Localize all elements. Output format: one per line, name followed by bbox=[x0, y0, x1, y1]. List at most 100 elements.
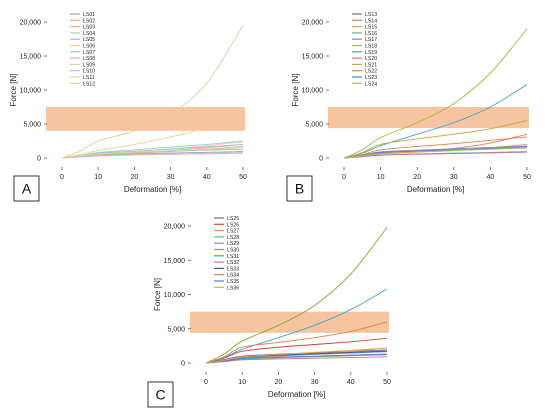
y-tick-label: 5,000 bbox=[305, 122, 323, 129]
y-tick-label: 10,000 bbox=[20, 88, 42, 95]
legend-label: LS03 bbox=[83, 25, 95, 31]
x-axis-title: Deformation [%] bbox=[124, 185, 181, 194]
x-tick-label: 40 bbox=[347, 379, 355, 386]
legend-label: LS17 bbox=[365, 37, 377, 43]
y-axis-title: Force [N] bbox=[9, 74, 18, 107]
legend-label: LS04 bbox=[83, 31, 95, 37]
panel-label: C bbox=[155, 387, 165, 403]
legend-label: LS06 bbox=[83, 44, 95, 50]
legend-label: LS20 bbox=[365, 56, 377, 62]
y-tick-label: 20,000 bbox=[302, 20, 324, 27]
x-tick-label: 50 bbox=[239, 174, 247, 181]
series-line-ls20 bbox=[343, 151, 528, 159]
force-band bbox=[190, 311, 389, 333]
legend-label: LS19 bbox=[365, 50, 377, 56]
legend-label: LS10 bbox=[83, 69, 95, 75]
legend-label: LS12 bbox=[83, 81, 95, 87]
legend-label: LS01 bbox=[83, 12, 95, 18]
legend-label: LS14 bbox=[365, 18, 377, 24]
panel-label-box bbox=[147, 381, 174, 408]
legend-label: LS23 bbox=[365, 75, 377, 81]
series-line-ls31 bbox=[205, 288, 388, 364]
x-tick-label: 20 bbox=[413, 174, 421, 181]
legend-label: LS32 bbox=[227, 260, 239, 266]
series-line-ls18 bbox=[343, 28, 528, 159]
legend-label: LS13 bbox=[365, 12, 377, 18]
x-tick-label: 20 bbox=[131, 174, 139, 181]
legend-label: LS35 bbox=[227, 279, 239, 285]
x-tick-label: 50 bbox=[523, 174, 531, 181]
legend-label: LS36 bbox=[227, 285, 239, 291]
y-tick-label: 5,000 bbox=[23, 122, 41, 129]
x-tick-label: 50 bbox=[383, 379, 391, 386]
x-tick-label: 10 bbox=[238, 379, 246, 386]
legend-label: LS08 bbox=[83, 56, 95, 62]
x-tick-label: 10 bbox=[377, 174, 385, 181]
series-line-ls36 bbox=[205, 347, 388, 364]
chart-panel-c: 0 5,000 10,000 15,000 20,000 0 10 20 30 40 50 Defor… bbox=[147, 216, 391, 408]
series-line-ls30 bbox=[205, 227, 388, 364]
y-tick-label: 0 bbox=[181, 361, 185, 368]
y-tick-label: 10,000 bbox=[302, 88, 324, 95]
legend-label: LS11 bbox=[83, 75, 95, 81]
x-tick-label: 40 bbox=[487, 174, 495, 181]
x-tick-label: 20 bbox=[275, 379, 283, 386]
series-line-ls09 bbox=[61, 25, 244, 159]
legend-label: LS22 bbox=[365, 69, 377, 75]
legend-label: LS31 bbox=[227, 254, 239, 260]
legend-label: LS33 bbox=[227, 266, 239, 272]
y-tick-label: 20,000 bbox=[164, 224, 186, 231]
series-line-ls22 bbox=[343, 136, 528, 159]
x-axis-title: Deformation [%] bbox=[268, 390, 325, 399]
force-band bbox=[46, 107, 245, 131]
x-tick-label: 30 bbox=[167, 174, 175, 181]
y-tick-label: 10,000 bbox=[164, 292, 186, 299]
x-tick-label: 0 bbox=[204, 379, 208, 386]
series-line-ls26 bbox=[205, 337, 388, 364]
y-tick-label: 15,000 bbox=[302, 54, 324, 61]
series-line-ls08 bbox=[61, 152, 244, 159]
legend-label: LS15 bbox=[365, 25, 377, 31]
x-axis-title: Deformation [%] bbox=[407, 185, 464, 194]
legend-label: LS09 bbox=[83, 62, 95, 68]
x-tick-label: 0 bbox=[60, 174, 64, 181]
legend-label: LS07 bbox=[83, 50, 95, 56]
series-line-ls34 bbox=[205, 321, 388, 364]
legend-label: LS34 bbox=[227, 273, 239, 279]
series-line-ls11 bbox=[61, 147, 244, 159]
legend-label: LS26 bbox=[227, 222, 239, 228]
legend-label: LS21 bbox=[365, 62, 377, 68]
x-tick-label: 0 bbox=[342, 174, 346, 181]
series-line-ls21 bbox=[343, 120, 528, 159]
panel-label-box bbox=[13, 175, 40, 202]
chart-panel-b: 0 5,000 10,000 15,000 20,000 0 10 20 30 40 50 Defor… bbox=[286, 12, 531, 202]
panel-label: A bbox=[22, 181, 32, 197]
panel-label: B bbox=[295, 181, 304, 197]
series-line-ls35 bbox=[205, 353, 388, 364]
y-tick-label: 15,000 bbox=[164, 258, 186, 265]
y-tick-label: 0 bbox=[37, 156, 41, 163]
legend-label: LS30 bbox=[227, 248, 239, 254]
legend-label: LS29 bbox=[227, 241, 239, 247]
y-tick-label: 0 bbox=[319, 156, 323, 163]
x-tick-label: 30 bbox=[311, 379, 319, 386]
x-tick-label: 30 bbox=[450, 174, 458, 181]
legend-label: LS05 bbox=[83, 37, 95, 43]
y-tick-label: 15,000 bbox=[20, 54, 42, 61]
chart-panel-a: 0 5,000 10,000 15,000 20,000 0 10 20 30 40 50 Defor… bbox=[9, 12, 247, 202]
series-line-ls12 bbox=[61, 112, 244, 159]
y-tick-label: 20,000 bbox=[20, 20, 42, 27]
y-axis-title: Force [N] bbox=[153, 278, 162, 311]
series-line-ls24 bbox=[343, 147, 528, 159]
legend-label: LS25 bbox=[227, 216, 239, 222]
x-tick-label: 40 bbox=[203, 174, 211, 181]
x-tick-label: 10 bbox=[94, 174, 102, 181]
legend-label: LS27 bbox=[227, 229, 239, 235]
panel-label-box bbox=[286, 175, 313, 202]
y-tick-label: 5,000 bbox=[167, 326, 185, 333]
y-axis-title: Force [N] bbox=[291, 74, 300, 107]
series-line-ls32 bbox=[205, 356, 388, 364]
legend-label: LS02 bbox=[83, 18, 95, 24]
series-line-ls19 bbox=[343, 84, 528, 159]
